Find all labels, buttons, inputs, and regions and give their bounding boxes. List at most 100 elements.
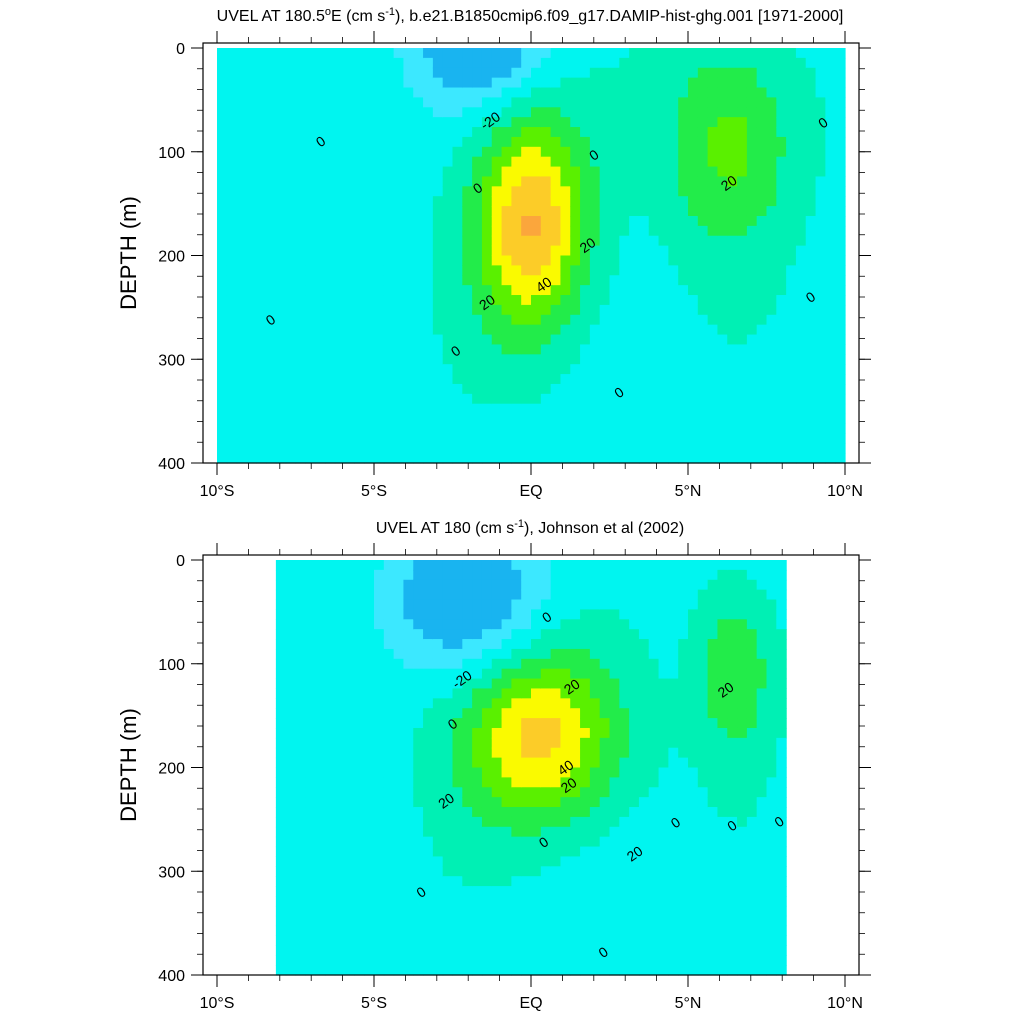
field-cell: [413, 304, 424, 316]
field-cell: [550, 777, 562, 788]
field-cell: [423, 453, 434, 464]
field-cell: [766, 757, 777, 769]
field-cell: [619, 678, 630, 690]
field-cell: [648, 876, 660, 887]
field-cell: [629, 334, 640, 346]
field-cell: [226, 206, 238, 217]
field-cell: [305, 344, 316, 355]
field-cell: [560, 107, 571, 118]
field-cell: [462, 146, 473, 158]
field-cell: [678, 354, 689, 365]
field-cell: [540, 314, 552, 326]
field-cell: [766, 905, 777, 917]
field-cell: [275, 295, 287, 306]
field-cell: [521, 846, 532, 858]
field-cell: [638, 668, 650, 680]
field-cell: [295, 945, 306, 956]
field-cell: [236, 87, 248, 98]
field-cell: [678, 965, 689, 976]
field-cell: [481, 77, 493, 89]
field-cell: [540, 639, 552, 650]
field-cell: [511, 196, 522, 207]
field-cell: [354, 698, 365, 709]
field-cell: [766, 658, 777, 670]
field-cell: [295, 599, 306, 610]
field-cell: [511, 629, 522, 640]
field-cell: [344, 324, 355, 336]
field-cell: [629, 905, 640, 917]
field-cell: [236, 146, 248, 158]
field-cell: [727, 619, 738, 630]
field-cell: [835, 453, 846, 464]
field-cell: [746, 658, 758, 670]
field-cell: [393, 599, 405, 610]
field-cell: [452, 57, 463, 69]
field-cell: [501, 374, 512, 385]
field-cell: [746, 747, 758, 759]
field-cell: [746, 423, 758, 434]
field-cell: [364, 453, 375, 464]
field-cell: [629, 107, 640, 118]
field-cell: [717, 836, 728, 848]
field-cell: [756, 146, 768, 158]
field-cell: [678, 364, 689, 375]
field-cell: [599, 245, 611, 257]
field-cell: [678, 87, 689, 98]
field-cell: [285, 619, 297, 630]
field-cell: [629, 295, 640, 306]
field-cell: [550, 196, 562, 207]
field-cell: [442, 895, 454, 907]
field-cell: [766, 747, 777, 759]
field-cell: [275, 925, 287, 937]
field-cell: [658, 413, 669, 425]
field-cell: [324, 708, 336, 719]
field-cell: [629, 67, 640, 79]
field-cell: [374, 560, 385, 571]
field-cell: [825, 413, 836, 425]
field-cell: [540, 275, 552, 286]
field-cell: [462, 886, 473, 897]
field-cell: [815, 176, 826, 187]
field-cell: [295, 816, 306, 828]
field-cell: [511, 443, 522, 454]
field-cell: [295, 737, 306, 749]
field-cell: [609, 866, 620, 877]
field-cell: [619, 718, 630, 729]
field-cell: [786, 295, 797, 306]
field-cell: [521, 314, 532, 326]
field-cell: [795, 364, 807, 375]
field-cell: [766, 383, 777, 395]
field-cell: [413, 589, 424, 601]
field-cell: [285, 344, 297, 355]
field-cell: [472, 196, 483, 207]
field-cell: [491, 176, 503, 187]
field-cell: [580, 757, 591, 769]
field-cell: [825, 97, 836, 108]
field-cell: [521, 295, 532, 306]
field-cell: [717, 433, 728, 444]
field-cell: [472, 166, 483, 178]
field-cell: [413, 836, 424, 848]
field-cell: [481, 737, 493, 749]
field-cell: [678, 648, 689, 660]
field-cell: [334, 569, 346, 581]
field-cell: [648, 235, 660, 247]
field-cell: [619, 777, 630, 788]
field-cell: [364, 67, 375, 79]
field-cell: [717, 393, 728, 405]
field-cell: [481, 915, 493, 927]
field-cell: [344, 225, 355, 237]
field-cell: [835, 77, 846, 89]
field-cell: [295, 67, 306, 79]
field-cell: [462, 275, 473, 286]
field-cell: [540, 265, 552, 276]
field-cell: [746, 48, 758, 59]
field-cell: [835, 314, 846, 326]
field-cell: [324, 886, 336, 897]
field-cell: [658, 589, 669, 601]
field-cell: [521, 866, 532, 877]
field-cell: [638, 403, 650, 415]
field-cell: [413, 708, 424, 719]
field-cell: [344, 767, 355, 778]
field-cell: [658, 797, 669, 808]
